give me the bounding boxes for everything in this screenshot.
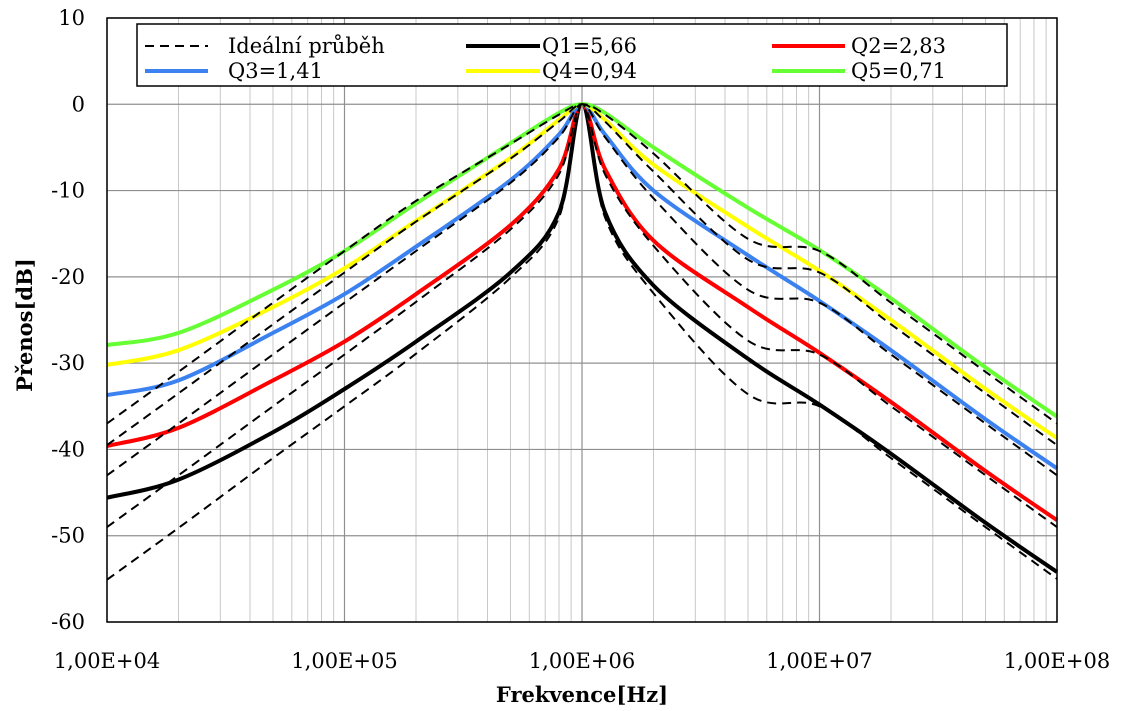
y-tick-label: -50 <box>51 524 85 548</box>
y-tick-label: 0 <box>72 92 85 116</box>
x-tick-label: 1,00E+08 <box>1004 649 1110 673</box>
y-tick-label: -60 <box>51 610 85 634</box>
x-tick-label: 1,00E+05 <box>291 649 397 673</box>
x-tick-label: 1,00E+07 <box>766 649 872 673</box>
plot-area-border <box>106 17 1058 623</box>
legend-label: Q5=0,71 <box>851 59 946 83</box>
series-line-ideal <box>106 103 1058 425</box>
legend-label: Ideální průběh <box>228 34 385 58</box>
y-tick-label: -10 <box>51 179 85 203</box>
x-tick-label: 1,00E+06 <box>529 649 635 673</box>
legend-label: Q1=5,66 <box>542 34 637 58</box>
y-axis-title: Přenos[dB] <box>12 258 37 392</box>
series-layer <box>106 102 1059 581</box>
y-tick-label: -40 <box>51 437 85 461</box>
y-tick-label: -20 <box>51 265 85 289</box>
x-tick-label: 1,00E+04 <box>54 649 160 673</box>
legend-label: Q3=1,41 <box>228 59 323 83</box>
legend-label: Q4=0,94 <box>542 59 637 83</box>
legend-box <box>136 23 1008 87</box>
x-tick-labels: 1,00E+04 1,00E+05 1,00E+06 1,00E+07 1,00E+08 <box>54 649 1110 673</box>
legend: Ideální průběh Q1=5,66 Q2=2,83 Q3=1,41 Q4=0,… <box>136 23 1008 87</box>
y-tick-labels: 10 0 -10 -20 -30 -40 -50 -60 <box>51 6 85 634</box>
x-axis-title: Frekvence[Hz] <box>496 682 668 707</box>
y-tick-label: 10 <box>58 6 85 30</box>
y-tick-label: -30 <box>51 351 85 375</box>
legend-label: Q2=2,83 <box>851 34 946 58</box>
